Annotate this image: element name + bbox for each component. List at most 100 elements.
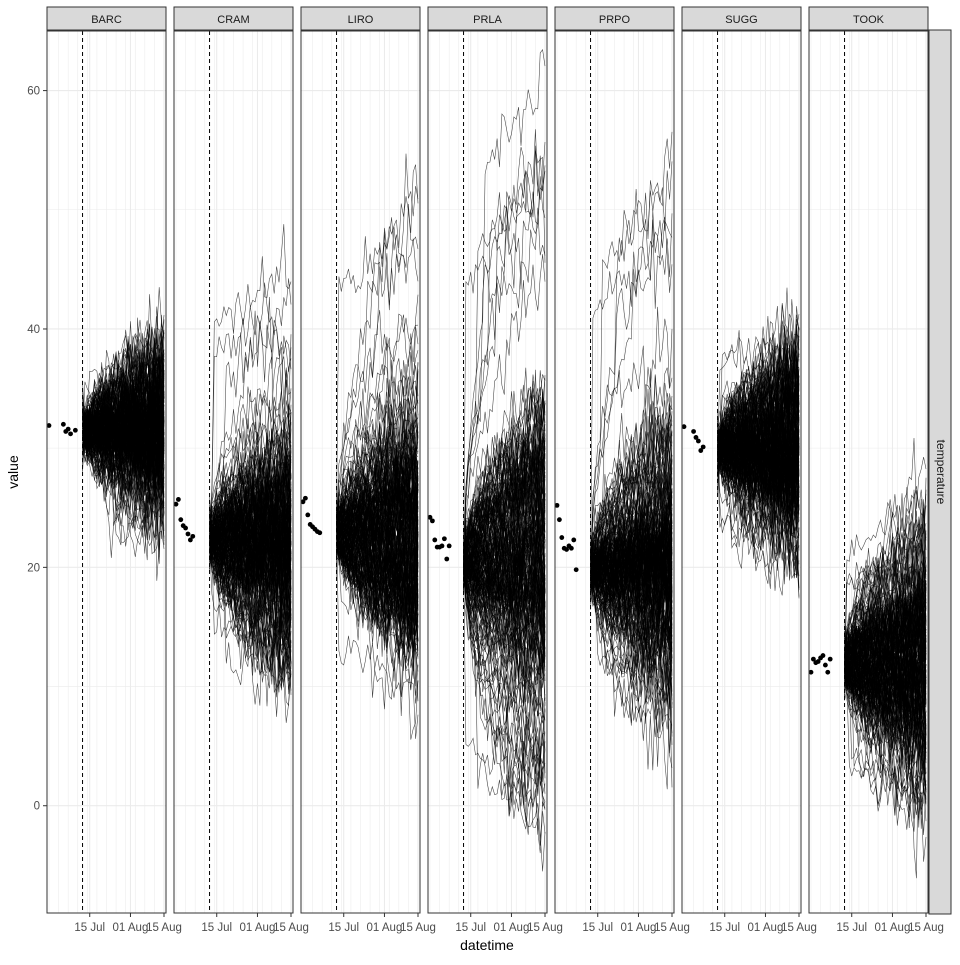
observed-point bbox=[695, 438, 701, 444]
x-tick-label: 15 Aug bbox=[654, 922, 690, 934]
ensemble-member-line bbox=[590, 522, 673, 594]
ensemble-member-line bbox=[336, 532, 419, 619]
ensemble-member-line bbox=[844, 530, 927, 675]
y-tick-label: 20 bbox=[27, 562, 40, 574]
facet-panel-liro: LIRO bbox=[300, 6, 421, 914]
ensemble-member-line bbox=[590, 529, 673, 631]
ensemble-member-line bbox=[590, 427, 673, 581]
x-tick-label: 01 Aug bbox=[748, 922, 784, 934]
ensemble-member-line bbox=[590, 479, 673, 571]
observed-point bbox=[46, 423, 52, 428]
ensemble-member-line bbox=[717, 334, 800, 449]
facet-strip bbox=[681, 6, 802, 31]
observed-point bbox=[810, 656, 816, 662]
ensemble-member-line bbox=[590, 216, 673, 583]
ensemble-member-line bbox=[463, 254, 546, 563]
ensemble-member-line bbox=[590, 589, 673, 754]
ensemble-member-line bbox=[590, 472, 673, 570]
facet-strip bbox=[808, 6, 929, 31]
ensemble-member-line bbox=[844, 437, 927, 666]
facet-panel-barc: BARC bbox=[46, 6, 167, 914]
facet-panel-prla: PRLA bbox=[427, 6, 548, 914]
ensemble-member-line bbox=[844, 519, 927, 666]
panel-grid bbox=[809, 31, 928, 913]
right-strip-background bbox=[928, 29, 952, 915]
observed-point bbox=[427, 514, 433, 520]
facet-strip bbox=[300, 6, 421, 31]
facet-panel-prpo: PRPO bbox=[554, 6, 675, 914]
ensemble-member-line bbox=[590, 400, 673, 559]
ensemble-member-line bbox=[463, 49, 546, 588]
ensemble-member-line bbox=[82, 405, 165, 557]
x-tick-label: 01 Aug bbox=[240, 922, 276, 934]
ensemble-member-line bbox=[717, 448, 800, 590]
ensemble-member-line bbox=[336, 488, 419, 566]
observed-point bbox=[446, 543, 452, 549]
ensemble-lines bbox=[209, 224, 292, 723]
ensemble-member-line bbox=[844, 489, 927, 670]
ensemble-member-line bbox=[463, 145, 546, 549]
ensemble-member-line bbox=[336, 452, 419, 558]
observed-point bbox=[573, 567, 579, 573]
ensemble-member-line bbox=[82, 338, 165, 427]
ensemble-member-line bbox=[463, 566, 546, 753]
observed-point bbox=[559, 535, 565, 540]
ensemble-member-line bbox=[463, 511, 546, 584]
facet-strip-label: CRAM bbox=[217, 14, 249, 26]
ensemble-member-line bbox=[463, 404, 546, 592]
ensemble-member-line bbox=[463, 564, 546, 663]
ensemble-member-line bbox=[844, 678, 927, 799]
ensemble-member-line bbox=[844, 507, 927, 662]
ensemble-member-line bbox=[463, 502, 546, 607]
ensemble-member-line bbox=[717, 433, 800, 560]
observed-point bbox=[439, 543, 445, 549]
observed-point bbox=[822, 662, 828, 668]
observed-points bbox=[681, 424, 706, 453]
ensemble-member-line bbox=[590, 571, 673, 666]
ensemble-member-line bbox=[336, 371, 419, 544]
observed-point bbox=[571, 537, 577, 543]
ensemble-member-line bbox=[717, 366, 800, 448]
ensemble-member-line bbox=[590, 532, 673, 619]
ensemble-lines bbox=[717, 287, 800, 599]
observed-point bbox=[827, 656, 833, 662]
ensemble-member-line bbox=[590, 523, 673, 599]
observed-point bbox=[305, 512, 311, 518]
ensemble-lines bbox=[336, 153, 419, 740]
ensemble-member-line bbox=[717, 439, 800, 580]
observed-points bbox=[173, 497, 196, 543]
ensemble-member-line bbox=[463, 571, 546, 747]
facet-strip-label: SUGG bbox=[725, 14, 757, 26]
ensemble-member-line bbox=[463, 571, 546, 667]
ensemble-member-line bbox=[209, 541, 292, 690]
ensemble-member-line bbox=[463, 170, 546, 576]
right-strip-label: temperature bbox=[934, 440, 948, 505]
ensemble-member-line bbox=[717, 386, 800, 488]
x-tick-label: 15 Aug bbox=[400, 922, 436, 934]
ensemble-member-line bbox=[844, 606, 927, 676]
ensemble-member-line bbox=[336, 421, 419, 540]
panel-border bbox=[554, 30, 675, 914]
observed-point bbox=[65, 426, 71, 432]
ensemble-member-line bbox=[336, 530, 419, 653]
ensemble-member-line bbox=[336, 385, 419, 580]
observed-points bbox=[554, 502, 579, 573]
ensemble-member-line bbox=[336, 509, 419, 595]
panel-border bbox=[46, 30, 167, 914]
ensemble-member-line bbox=[590, 574, 673, 660]
observed-point bbox=[700, 444, 706, 450]
ensemble-member-line bbox=[336, 531, 419, 658]
ensemble-member-line bbox=[463, 207, 546, 572]
ensemble-member-line bbox=[844, 546, 927, 661]
ensemble-member-line bbox=[844, 587, 927, 674]
ensemble-member-line bbox=[336, 326, 419, 549]
y-tick-label: 60 bbox=[27, 86, 40, 98]
ensemble-member-line bbox=[209, 310, 292, 545]
facet-strip bbox=[427, 6, 548, 31]
ensemble-member-line bbox=[717, 435, 800, 560]
ensemble-member-line bbox=[209, 526, 292, 627]
observed-point bbox=[808, 669, 814, 675]
